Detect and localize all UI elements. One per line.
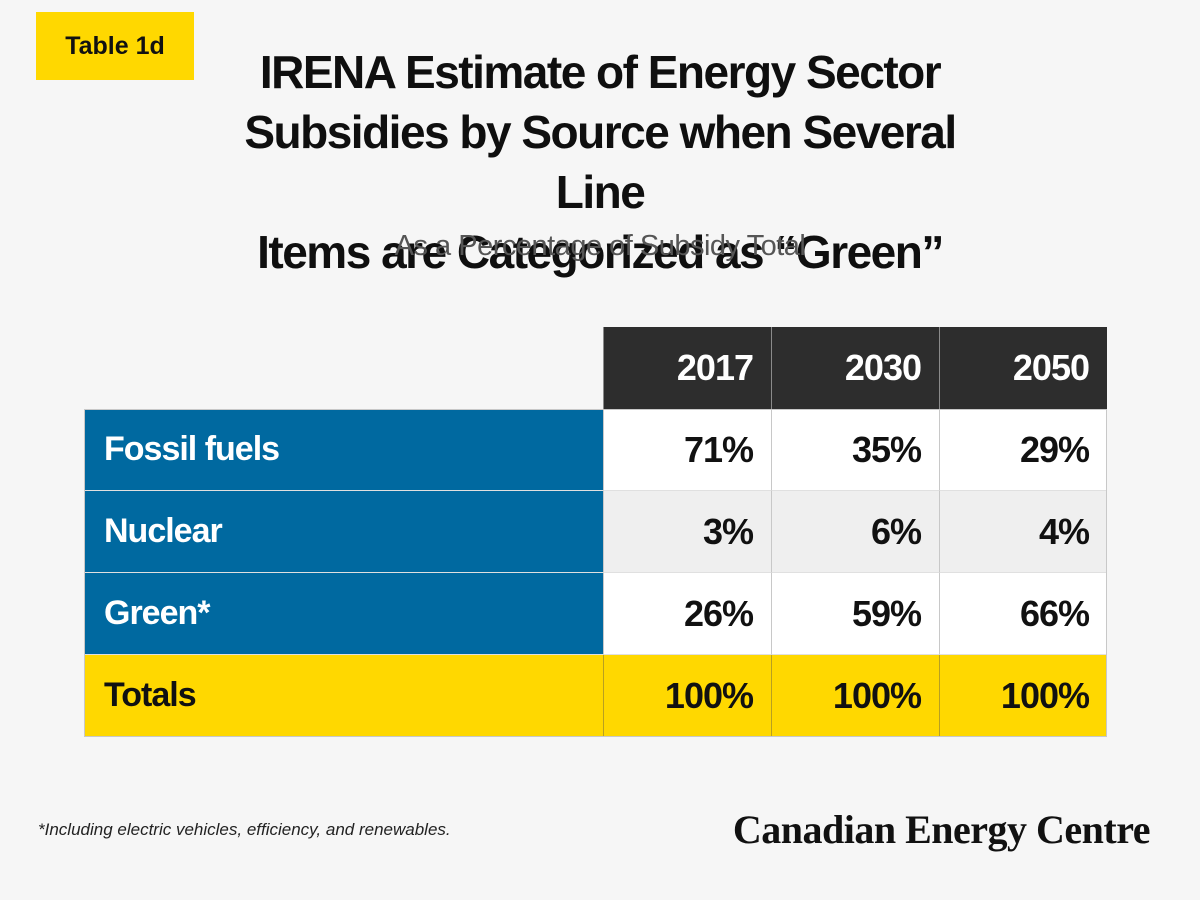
table-row-fossil-fuels: Fossil fuels 71% 35% 29% <box>84 409 1107 491</box>
table-cell: 26% <box>603 573 771 655</box>
title-line: Items are Categorized as “Green” <box>257 226 944 278</box>
title-line: Subsidies by Source when Several Line <box>244 106 957 218</box>
table-cell: 3% <box>603 491 771 573</box>
brand-logo: Canadian Energy Centre <box>732 807 1151 852</box>
row-label: Nuclear <box>84 491 603 573</box>
table-cell: 4% <box>939 491 1107 573</box>
chart-subtitle: As a Percentage of Subsidy Total <box>394 230 806 262</box>
title-line: IRENA Estimate of Energy Sector <box>259 46 942 98</box>
table-row-green: Green* 26% 59% 66% <box>84 573 1107 655</box>
footnote: *Including electric vehicles, efficiency… <box>38 820 451 839</box>
chart-title: IRENA Estimate of Energy Sector Subsidie… <box>200 42 1000 282</box>
data-table: 2017 2030 2050 Fossil fuels 71% 35% 29% … <box>84 327 1107 737</box>
table-cell: 59% <box>771 573 939 655</box>
row-label: Green* <box>84 573 603 655</box>
row-label: Fossil fuels <box>84 409 603 491</box>
table-row-nuclear: Nuclear 3% 6% 4% <box>84 491 1107 573</box>
table-cell: 100% <box>939 655 1107 737</box>
table-cell: 35% <box>771 409 939 491</box>
table-cell: 66% <box>939 573 1107 655</box>
table-cell: 29% <box>939 409 1107 491</box>
table-badge: Table 1d <box>36 12 194 80</box>
table-cell: 6% <box>771 491 939 573</box>
table-cell: 100% <box>603 655 771 737</box>
column-header-2050: 2050 <box>939 327 1107 409</box>
table-row-totals: Totals 100% 100% 100% <box>84 655 1107 737</box>
table-cell: 71% <box>603 409 771 491</box>
row-label: Totals <box>84 655 603 737</box>
column-header-2030: 2030 <box>771 327 939 409</box>
column-header-2017: 2017 <box>603 327 771 409</box>
table-cell: 100% <box>771 655 939 737</box>
